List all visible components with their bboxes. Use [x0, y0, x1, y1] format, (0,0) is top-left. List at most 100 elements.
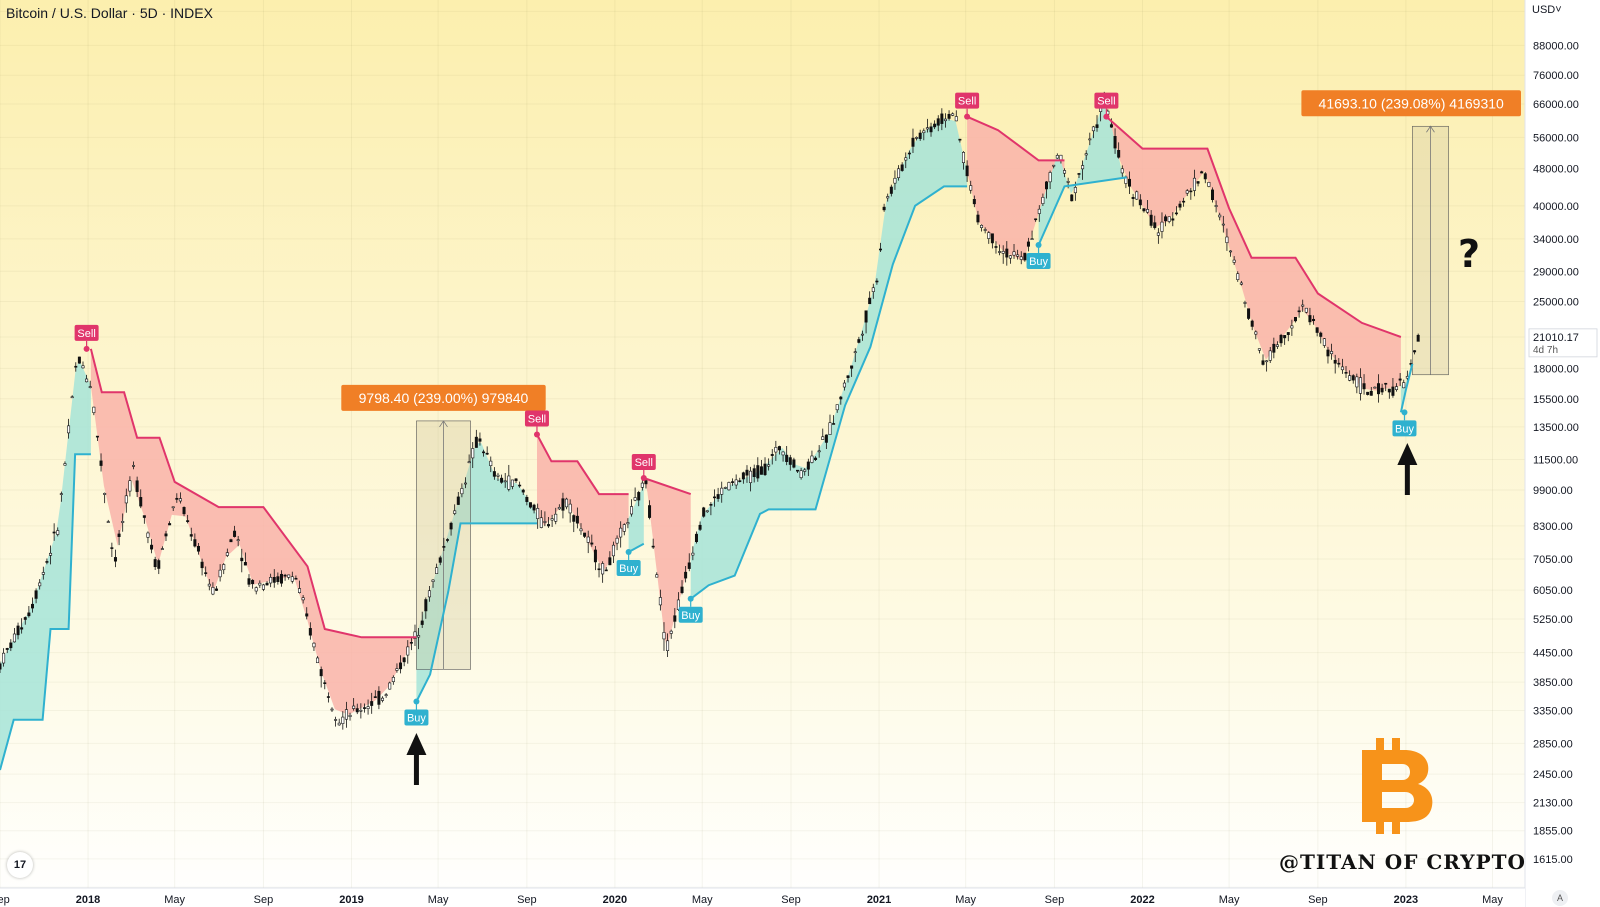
- candle-body: [810, 455, 814, 463]
- candle-body: [326, 696, 330, 698]
- price-tick-label: 2130.00: [1533, 798, 1573, 810]
- candle-body: [319, 669, 323, 677]
- candle-body: [1232, 259, 1236, 263]
- candle-body: [355, 708, 359, 713]
- supertrend-line-down: [536, 434, 629, 496]
- price-tick-label: 8300.00: [1533, 521, 1573, 533]
- candle-body: [88, 386, 92, 388]
- candle-body: [431, 579, 435, 582]
- candle-body: [128, 480, 132, 492]
- candle-body: [1308, 315, 1312, 323]
- candle-body: [864, 310, 868, 323]
- tradingview-logo-icon[interactable]: 17: [7, 852, 33, 878]
- currency-selector[interactable]: USD˅: [1532, 4, 1562, 16]
- candle-body: [1160, 221, 1164, 232]
- signal-label: Buy: [681, 610, 700, 622]
- candle-body: [554, 513, 558, 522]
- candle-body: [316, 657, 320, 664]
- candle-body: [1081, 165, 1085, 170]
- arrow-annotations: [406, 443, 1418, 785]
- candle-body: [853, 351, 857, 354]
- candle-body: [532, 504, 536, 511]
- price-tick-label: 34000.00: [1533, 234, 1579, 246]
- candle-body: [1178, 203, 1182, 208]
- candle-body: [330, 708, 334, 711]
- candle-body: [1005, 248, 1009, 258]
- candle-body: [604, 569, 608, 572]
- candle-body: [637, 492, 641, 501]
- candle-body: [911, 137, 915, 147]
- candle-body: [1355, 376, 1359, 388]
- candle-body: [727, 482, 731, 491]
- candle-body: [142, 515, 146, 518]
- candle-body: [1312, 318, 1316, 322]
- candle-body: [1225, 236, 1229, 244]
- supertrend-fill-up: [0, 360, 91, 770]
- candle-body: [243, 562, 247, 566]
- candle-body: [1366, 391, 1370, 395]
- candle-body: [518, 484, 522, 487]
- candle-body: [460, 488, 464, 495]
- candle-body: [756, 465, 760, 479]
- signal-badge-sell: [1094, 92, 1119, 109]
- candle-body: [471, 448, 475, 459]
- candle-body: [630, 506, 634, 515]
- candle-body: [543, 521, 547, 523]
- candle-body: [1398, 378, 1402, 381]
- candle-body: [774, 447, 778, 453]
- candle-body: [1113, 136, 1117, 149]
- candle-body: [215, 588, 219, 591]
- candle-body: [904, 157, 908, 161]
- candle-body: [200, 561, 204, 569]
- time-tick-label: Sep: [0, 894, 10, 906]
- last-price-value: 21010.17: [1533, 332, 1579, 344]
- candle-body: [1146, 209, 1150, 213]
- time-tick-label: May: [164, 894, 185, 906]
- signal-badge-sell: [631, 454, 656, 471]
- candle-body: [435, 567, 439, 574]
- candle-body: [298, 588, 302, 593]
- candle-body: [225, 552, 229, 556]
- candle-body: [1265, 360, 1269, 363]
- candle-body: [1218, 214, 1222, 218]
- signal-label: Sell: [1097, 96, 1115, 108]
- candle-body: [1196, 181, 1200, 184]
- candle-body: [1395, 386, 1399, 390]
- candle-body: [1048, 172, 1052, 183]
- candle-body: [1254, 331, 1258, 335]
- candle-body: [741, 472, 745, 480]
- candle-body: [1182, 200, 1186, 203]
- candle-body: [1272, 343, 1276, 353]
- measurement-tools: 9798.40 (239.00%) 979840 41693.10 (239.08…: [341, 90, 1521, 670]
- signal-label: Sell: [635, 457, 653, 469]
- candle-body: [139, 497, 143, 507]
- candle-body: [1117, 150, 1121, 158]
- candle-body: [117, 533, 121, 537]
- auto-scale-icon[interactable]: A: [1552, 890, 1568, 906]
- candle-body: [406, 646, 410, 656]
- candle-body: [521, 489, 525, 493]
- candle-body: [305, 613, 309, 617]
- time-tick-label: 2020: [603, 894, 627, 906]
- candle-body: [1131, 197, 1135, 199]
- candle-body: [1044, 181, 1048, 190]
- candle-body: [81, 365, 85, 369]
- price-tick-label: 3350.00: [1533, 705, 1573, 717]
- price-tick-label: 3850.00: [1533, 677, 1573, 689]
- price-tick-label: 2450.00: [1533, 769, 1573, 781]
- candle-body: [1261, 360, 1265, 365]
- candle-body: [806, 461, 810, 470]
- candle-body: [622, 524, 626, 532]
- candle-body: [265, 582, 269, 586]
- candle-body: [56, 530, 60, 535]
- candle-body: [734, 479, 738, 486]
- candle-body: [799, 470, 803, 478]
- candle-body: [871, 287, 875, 292]
- candle-body: [796, 469, 800, 472]
- candle-body: [294, 577, 298, 580]
- candle-body: [1059, 154, 1063, 161]
- candle-body: [384, 694, 388, 696]
- candle-body: [352, 705, 356, 709]
